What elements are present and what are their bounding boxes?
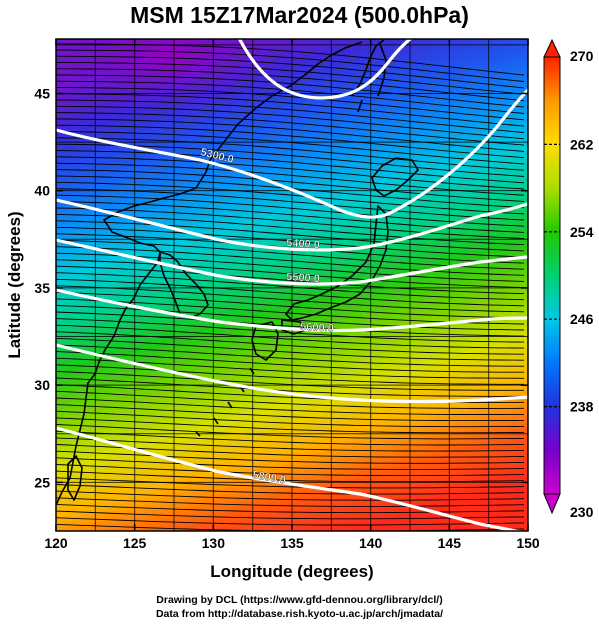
contour-5600 bbox=[56, 288, 528, 333]
russia-coast bbox=[209, 41, 363, 161]
contour-label-5800: 5800.0 bbox=[251, 469, 286, 487]
colorbar-body bbox=[543, 56, 561, 495]
colorbar-tick-label: 270 bbox=[570, 48, 594, 64]
x-tick-label: 135 bbox=[280, 535, 304, 551]
y-tick-label: 25 bbox=[34, 474, 50, 490]
taiwan bbox=[67, 455, 83, 501]
china-coast bbox=[56, 159, 211, 506]
x-tick-label: 125 bbox=[123, 535, 147, 551]
x-tick-label: 145 bbox=[438, 535, 462, 551]
colorbar-tick-label: 254 bbox=[570, 224, 594, 240]
height-contours bbox=[56, 39, 528, 531]
contour-5700 bbox=[56, 343, 528, 404]
x-tick-label: 150 bbox=[516, 535, 540, 551]
hokkaido bbox=[371, 157, 419, 197]
contour-5400 bbox=[56, 198, 528, 252]
contour-label-5600: 5600.0 bbox=[300, 321, 334, 335]
contour-5500 bbox=[56, 238, 528, 286]
wind-streamlines bbox=[56, 43, 525, 531]
colorbar-tick-label: 238 bbox=[570, 399, 594, 415]
y-axis-ticks: 25 30 35 40 45 bbox=[34, 85, 528, 490]
colorbar-tick-label: 230 bbox=[570, 504, 594, 520]
contour-5800 bbox=[56, 426, 526, 531]
contour-north bbox=[238, 39, 412, 100]
x-tick-label: 140 bbox=[359, 535, 383, 551]
x-tick-label: 130 bbox=[202, 535, 226, 551]
contour-label-5500: 5500.0 bbox=[286, 271, 320, 285]
y-axis-title: Latitude (degrees) bbox=[5, 211, 24, 358]
y-tick-label: 30 bbox=[34, 377, 50, 393]
y-tick-label: 35 bbox=[34, 280, 50, 296]
colorbar-ticks: 230 238 246 254 262 270 bbox=[544, 48, 594, 520]
x-axis-title: Longitude (degrees) bbox=[210, 562, 373, 581]
colorbar: 230 238 246 254 262 270 bbox=[543, 38, 594, 520]
x-axis-ticks: 120 125 130 135 140 145 150 bbox=[44, 39, 540, 551]
contour-5300 bbox=[56, 88, 528, 219]
ryukyu-islands bbox=[195, 367, 255, 437]
colorbar-bottom-arrow bbox=[543, 493, 561, 515]
colorbar-tick-label: 262 bbox=[570, 136, 594, 152]
drawing-credit: Drawing by DCL (https://www.gfd-dennou.o… bbox=[156, 594, 443, 606]
data-source: Data from http://database.rish.kyoto-u.a… bbox=[155, 608, 444, 620]
colorbar-top-arrow bbox=[543, 38, 561, 58]
y-tick-label: 40 bbox=[34, 183, 50, 199]
honshu bbox=[285, 205, 389, 321]
x-tick-label: 120 bbox=[44, 535, 68, 551]
map-title: MSM 15Z17Mar2024 (500.0hPa) bbox=[130, 2, 469, 28]
contour-label-5400: 5400.0 bbox=[286, 237, 320, 251]
colorbar-tick-label: 246 bbox=[570, 311, 594, 327]
y-tick-label: 45 bbox=[34, 85, 50, 101]
